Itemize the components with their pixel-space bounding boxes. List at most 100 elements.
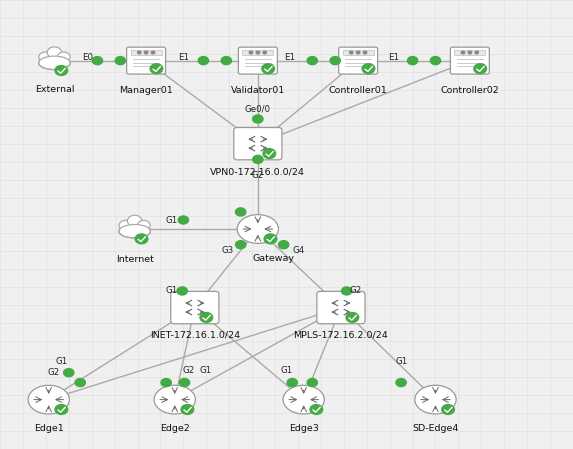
Circle shape bbox=[200, 313, 213, 322]
Text: Edge3: Edge3 bbox=[289, 424, 319, 433]
Circle shape bbox=[150, 64, 163, 74]
Ellipse shape bbox=[28, 385, 69, 414]
Ellipse shape bbox=[120, 224, 149, 234]
Text: G3: G3 bbox=[222, 246, 234, 255]
Text: Manager01: Manager01 bbox=[119, 86, 173, 95]
Circle shape bbox=[278, 241, 289, 249]
Circle shape bbox=[57, 52, 70, 62]
Circle shape bbox=[356, 51, 360, 54]
Circle shape bbox=[55, 66, 68, 75]
Circle shape bbox=[181, 405, 194, 414]
Circle shape bbox=[138, 51, 141, 54]
Circle shape bbox=[474, 64, 486, 74]
Text: Ge0/0: Ge0/0 bbox=[245, 104, 271, 113]
Circle shape bbox=[115, 57, 125, 65]
Circle shape bbox=[119, 220, 132, 230]
Circle shape bbox=[253, 115, 263, 123]
Text: SD-Edge4: SD-Edge4 bbox=[413, 424, 458, 433]
Text: Controller01: Controller01 bbox=[329, 86, 387, 95]
Ellipse shape bbox=[415, 385, 456, 414]
Circle shape bbox=[264, 234, 277, 244]
Text: G1: G1 bbox=[395, 357, 407, 366]
Circle shape bbox=[249, 51, 253, 54]
Text: G2: G2 bbox=[252, 171, 264, 180]
Circle shape bbox=[127, 215, 142, 227]
Text: G4: G4 bbox=[292, 246, 304, 255]
Circle shape bbox=[39, 52, 52, 62]
Text: G2: G2 bbox=[183, 366, 195, 375]
Text: G1: G1 bbox=[280, 366, 293, 375]
Circle shape bbox=[262, 64, 274, 74]
Circle shape bbox=[310, 405, 323, 414]
Circle shape bbox=[330, 57, 340, 65]
Circle shape bbox=[287, 379, 297, 387]
Ellipse shape bbox=[237, 215, 278, 243]
Circle shape bbox=[178, 216, 189, 224]
Text: Gateway: Gateway bbox=[253, 254, 295, 263]
Text: Edge2: Edge2 bbox=[160, 424, 190, 433]
FancyBboxPatch shape bbox=[454, 50, 485, 55]
Circle shape bbox=[236, 208, 246, 216]
Circle shape bbox=[47, 47, 62, 58]
Text: Internet: Internet bbox=[116, 255, 154, 264]
Circle shape bbox=[221, 57, 231, 65]
Text: MPLS-172.16.2.0/24: MPLS-172.16.2.0/24 bbox=[293, 331, 388, 340]
Circle shape bbox=[138, 220, 150, 230]
FancyBboxPatch shape bbox=[339, 47, 378, 74]
Circle shape bbox=[256, 51, 260, 54]
Circle shape bbox=[342, 287, 352, 295]
Circle shape bbox=[64, 369, 74, 377]
FancyBboxPatch shape bbox=[171, 291, 219, 324]
Circle shape bbox=[363, 51, 367, 54]
Circle shape bbox=[135, 234, 148, 244]
Text: E0: E0 bbox=[82, 53, 93, 62]
FancyBboxPatch shape bbox=[127, 47, 166, 74]
Ellipse shape bbox=[154, 385, 195, 414]
Text: G1: G1 bbox=[56, 357, 68, 366]
Text: E1: E1 bbox=[178, 53, 189, 62]
Circle shape bbox=[92, 57, 103, 65]
Circle shape bbox=[430, 57, 441, 65]
Text: G1: G1 bbox=[166, 216, 178, 224]
Text: Validator01: Validator01 bbox=[231, 86, 285, 95]
Circle shape bbox=[198, 57, 209, 65]
Ellipse shape bbox=[39, 56, 70, 70]
Ellipse shape bbox=[40, 56, 69, 66]
Ellipse shape bbox=[283, 385, 324, 414]
Circle shape bbox=[161, 379, 171, 387]
Text: Edge1: Edge1 bbox=[34, 424, 64, 433]
FancyBboxPatch shape bbox=[131, 50, 162, 55]
Text: E1: E1 bbox=[388, 53, 399, 62]
Circle shape bbox=[151, 51, 155, 54]
Text: INET-172.16.1.0/24: INET-172.16.1.0/24 bbox=[150, 331, 240, 340]
Circle shape bbox=[253, 155, 263, 163]
FancyBboxPatch shape bbox=[343, 50, 374, 55]
Text: VPN0-172.16.0.0/24: VPN0-172.16.0.0/24 bbox=[210, 167, 305, 176]
Text: Controller02: Controller02 bbox=[441, 86, 499, 95]
Text: G2: G2 bbox=[350, 286, 362, 295]
Circle shape bbox=[362, 64, 375, 74]
FancyBboxPatch shape bbox=[317, 291, 365, 324]
Circle shape bbox=[468, 51, 472, 54]
Circle shape bbox=[396, 379, 406, 387]
Circle shape bbox=[75, 379, 85, 387]
Circle shape bbox=[263, 149, 276, 158]
Text: G1: G1 bbox=[166, 286, 178, 295]
Circle shape bbox=[307, 57, 317, 65]
Text: E1: E1 bbox=[284, 53, 295, 62]
Circle shape bbox=[236, 241, 246, 249]
Text: G1: G1 bbox=[199, 366, 211, 375]
Text: External: External bbox=[35, 85, 74, 94]
Ellipse shape bbox=[119, 224, 150, 238]
Circle shape bbox=[442, 405, 454, 414]
Circle shape bbox=[263, 51, 266, 54]
Circle shape bbox=[475, 51, 478, 54]
FancyBboxPatch shape bbox=[242, 50, 273, 55]
Circle shape bbox=[461, 51, 465, 54]
Text: G2: G2 bbox=[48, 368, 60, 377]
FancyBboxPatch shape bbox=[238, 47, 277, 74]
Circle shape bbox=[179, 379, 190, 387]
Circle shape bbox=[407, 57, 418, 65]
FancyBboxPatch shape bbox=[234, 128, 282, 160]
FancyBboxPatch shape bbox=[450, 47, 489, 74]
